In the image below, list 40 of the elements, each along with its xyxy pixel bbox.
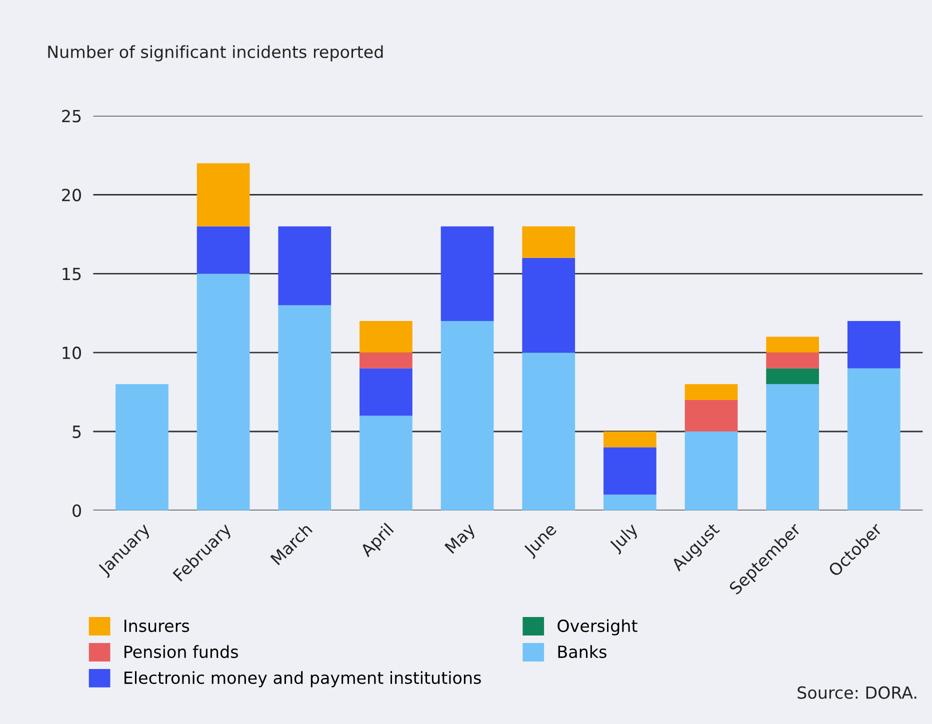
y-tick-label: 0 <box>72 504 81 517</box>
y-tick-label: 15 <box>62 268 81 280</box>
bar <box>278 305 332 510</box>
bar <box>603 447 656 495</box>
legend-label: Oversight <box>558 619 638 636</box>
chart-title: Number of significant incidents reported <box>48 45 383 62</box>
bar <box>522 258 576 353</box>
bar <box>116 384 168 510</box>
bar <box>847 368 900 510</box>
bar <box>440 226 494 322</box>
bar <box>522 352 576 510</box>
y-tick-label: 5 <box>72 426 81 438</box>
bar <box>684 384 738 400</box>
bar <box>278 226 332 306</box>
bar <box>440 321 494 510</box>
bar <box>766 352 819 368</box>
source-note: Source: DORA. <box>798 686 916 699</box>
bar <box>766 336 819 353</box>
bar <box>360 321 412 353</box>
y-tick-label: 10 <box>62 346 81 360</box>
bar <box>603 494 656 510</box>
bar <box>522 226 576 258</box>
legend-label: Insurers <box>124 620 190 632</box>
legend-label: Banks <box>558 645 606 658</box>
y-tick-label: 25 <box>62 110 81 122</box>
bar <box>360 368 412 416</box>
bar <box>196 163 250 226</box>
bar <box>196 274 250 510</box>
y-tick-label: 20 <box>62 188 81 202</box>
bar <box>847 321 900 368</box>
legend-label: Pension funds <box>124 645 238 658</box>
bar <box>684 432 738 510</box>
bar <box>360 352 412 368</box>
bar <box>684 400 738 432</box>
bar <box>603 432 656 448</box>
bar <box>360 416 412 510</box>
bar <box>766 384 819 510</box>
bar <box>196 226 250 274</box>
bar <box>766 368 819 384</box>
legend-label: Electronic money and payment institutions <box>124 671 481 688</box>
